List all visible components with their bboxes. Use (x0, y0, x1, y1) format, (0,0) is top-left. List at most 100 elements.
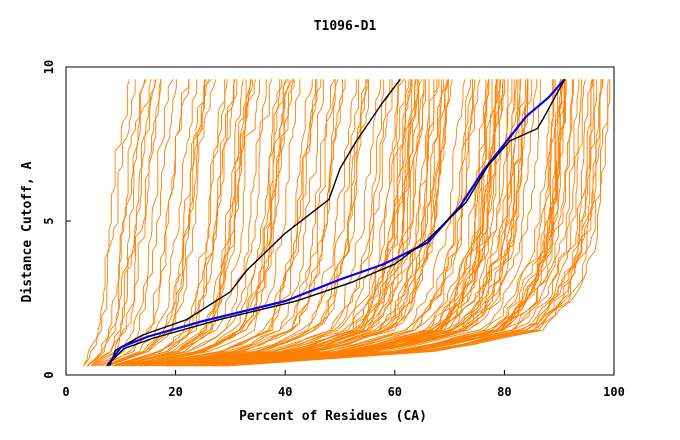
y-tick-label: 5 (42, 217, 56, 224)
model-curve (146, 79, 339, 367)
model-curve (114, 79, 238, 367)
model-curve (147, 79, 336, 367)
model-curve (190, 79, 487, 367)
model-curve (219, 79, 580, 367)
model-curve (105, 79, 207, 367)
model-curve (220, 79, 582, 367)
model-curve (134, 79, 301, 367)
model-curve (165, 79, 405, 367)
model-curve (156, 79, 369, 367)
model-curve (169, 79, 416, 367)
model-curve (117, 79, 244, 367)
model-curve (140, 79, 318, 367)
model-curve (144, 79, 336, 367)
y-tick-label: 0 (42, 371, 56, 378)
model-curve (158, 79, 381, 367)
model-curve (215, 79, 566, 367)
model-curve (111, 79, 226, 367)
model-curve (214, 79, 567, 367)
model-curve (216, 79, 567, 367)
model-curve (124, 79, 267, 367)
model-curve (197, 79, 506, 367)
model-curve (177, 79, 435, 367)
model-curve (195, 79, 504, 367)
model-curve (144, 79, 324, 367)
model-curve (126, 79, 273, 367)
model-curve (179, 79, 449, 367)
model-curve (101, 79, 190, 367)
model-curve (120, 79, 247, 367)
y-axis-label: Distance Cutoff, A (20, 161, 35, 302)
model-curve (212, 79, 553, 367)
model-curve (129, 79, 283, 367)
model-curve (221, 79, 586, 367)
y-axis-ticks: 0 5 10 (42, 60, 71, 379)
model-curve (223, 79, 595, 367)
model-curve (169, 79, 412, 367)
background-model-curves (83, 78, 611, 367)
x-tick-label: 100 (603, 385, 625, 399)
model-curve (172, 79, 420, 367)
model-curve (172, 79, 425, 367)
model-curve (202, 79, 521, 367)
model-curve (161, 79, 391, 367)
model-curve (87, 79, 152, 367)
model-curve (154, 79, 359, 367)
model-curve (107, 79, 217, 367)
highlight-curve-3 (106, 78, 566, 367)
model-curve (172, 79, 425, 367)
model-curve (171, 79, 423, 367)
model-curve (193, 79, 490, 367)
model-curve (161, 79, 385, 367)
model-curve (148, 79, 346, 367)
model-curve (95, 79, 174, 367)
chart-title: T1096-D1 (314, 19, 377, 34)
model-curve (83, 79, 130, 367)
model-curve (226, 79, 602, 367)
model-curve (200, 79, 518, 367)
x-axis-label: Percent of Residues (CA) (239, 409, 427, 424)
model-curve (139, 79, 313, 367)
model-curve (193, 79, 490, 367)
model-curve (99, 79, 190, 367)
highlight-curve-1 (109, 78, 401, 367)
model-curve (178, 79, 448, 367)
x-tick-label: 60 (388, 385, 402, 399)
model-curve (223, 79, 593, 367)
model-curve (195, 79, 498, 367)
model-curve (107, 79, 210, 367)
model-curve (92, 79, 162, 367)
model-curve (93, 79, 162, 367)
model-curve (151, 79, 357, 367)
model-curve (170, 79, 417, 367)
model-curve (97, 79, 177, 367)
model-curve (216, 79, 573, 367)
highlight-curve-2 (106, 78, 566, 367)
model-curve (227, 79, 603, 367)
model-curve (154, 79, 369, 367)
model-curve (215, 79, 565, 367)
y-tick-label: 10 (42, 60, 56, 74)
model-curve (185, 79, 471, 367)
model-curve (228, 79, 609, 367)
x-tick-label: 80 (497, 385, 511, 399)
model-curve (175, 79, 430, 367)
model-curve (90, 79, 156, 367)
x-tick-label: 40 (278, 385, 292, 399)
model-curve (207, 79, 538, 367)
x-axis-ticks: 0 20 40 60 80 100 (62, 370, 625, 399)
model-curve (214, 79, 561, 367)
model-curve (213, 79, 556, 367)
model-curve (176, 79, 440, 367)
model-curve (198, 79, 509, 367)
model-curve (178, 79, 445, 367)
model-curve (86, 79, 147, 367)
model-curve (133, 79, 295, 367)
model-curve (179, 79, 449, 367)
model-curve (167, 79, 406, 367)
model-curve (223, 79, 594, 367)
model-curve (218, 79, 574, 367)
highlighted-model-curves (106, 78, 566, 367)
model-curve (115, 79, 236, 367)
